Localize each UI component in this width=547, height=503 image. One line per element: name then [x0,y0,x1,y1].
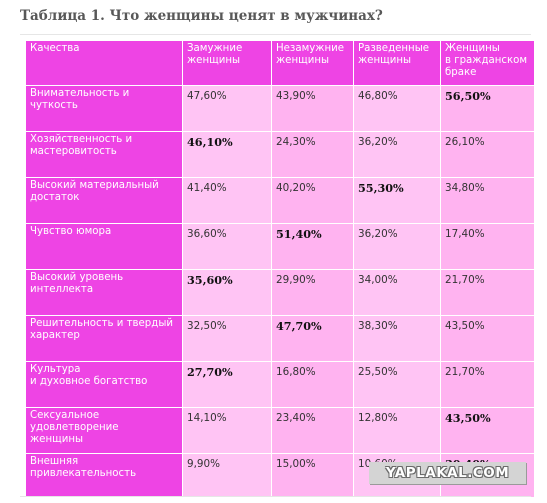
header-label: Незамужние женщины [276,43,345,66]
highlighted-percentage-cell: 43,50% [440,407,535,454]
percentage-cell: 32,50% [182,315,272,362]
percentage-cell: 23,40% [271,407,354,454]
preferences-table: Качества Замужние женщины Незамужние женщи… [25,40,535,498]
table-row: Высокий материальный достаток 41,40% 40,20… [25,177,535,224]
percentage-cell: 12,80% [353,407,441,454]
header-row: Качества Замужние женщины Незамужние женщи… [25,40,535,86]
quality-label: Сексуальное удовлетворение женщины [25,407,183,454]
table-body: Внимательность и чуткость 47,60% 43,90% 46,… [25,85,535,498]
percentage-cell: 21,70% [440,361,535,408]
percentage-cell: 40,20% [271,177,354,224]
table-row: Внимательность и чуткость 47,60% 43,90% 46,… [25,85,535,132]
percentage-cell: 43,90% [271,85,354,132]
header-label: Разведенные женщины [358,43,430,66]
percentage-cell: 21,70% [440,269,535,316]
table-header: Качества Замужние женщины Незамужние женщи… [25,40,535,86]
quality-label: Чувство юмора [25,223,183,270]
header-cell: Разведенные женщины [353,40,441,86]
header-cell: Замужние женщины [182,40,272,86]
percentage-cell: 34,80% [440,177,535,224]
percentage-cell: 17,40% [440,223,535,270]
highlighted-percentage-cell: 51,40% [271,223,354,270]
percentage-cell: 9,90% [182,453,272,498]
percentage-cell: 36,20% [353,223,441,270]
table-row: Высокий уровень интеллекта 35,60% 29,90% 34… [25,269,535,316]
bottom-divider [20,496,531,497]
percentage-cell: 36,20% [353,131,441,178]
table-row: Культура и духовное богатство 27,70% 16,80… [25,361,535,408]
percentage-cell: 47,60% [182,85,272,132]
table-row: Решительность и твердый характер 32,50% 47… [25,315,535,362]
percentage-cell: 25,50% [353,361,441,408]
table-row: Хозяйственность и мастеровитость 46,10% 24… [25,131,535,178]
percentage-cell: 15,00% [271,453,354,498]
header-cell: Женщины в гражданском браке [440,40,535,86]
quality-label: Внешняя привлекательность [25,453,183,498]
highlighted-percentage-cell: 46,10% [182,131,272,178]
quality-label: Внимательность и чуткость [25,85,183,132]
percentage-cell: 26,10% [440,131,535,178]
percentage-cell: 36,60% [182,223,272,270]
top-divider [20,34,531,35]
highlighted-percentage-cell: 35,60% [182,269,272,316]
site-watermark: YAPLAKAL.COM [369,462,526,484]
percentage-cell: 38,30% [353,315,441,362]
quality-label: Культура и духовное богатство [25,361,183,408]
highlighted-percentage-cell: 27,70% [182,361,272,408]
percentage-cell: 14,10% [182,407,272,454]
header-cell: Незамужние женщины [271,40,354,86]
header-label: Женщины в гражданском браке [445,43,528,78]
quality-label: Хозяйственность и мастеровитость [25,131,183,178]
highlighted-percentage-cell: 56,50% [440,85,535,132]
header-label: Замужние женщины [187,43,243,66]
percentage-cell: 43,50% [440,315,535,362]
table-row: Сексуальное удовлетворение женщины 14,10%… [25,407,535,454]
header-cell: Качества [25,40,183,86]
highlighted-percentage-cell: 47,70% [271,315,354,362]
percentage-cell: 46,80% [353,85,441,132]
header-label: Качества [30,43,80,54]
quality-label: Высокий материальный достаток [25,177,183,224]
percentage-cell: 16,80% [271,361,354,408]
quality-label: Решительность и твердый характер [25,315,183,362]
table-row: Чувство юмора 36,60% 51,40% 36,20% 17,40% [25,223,535,270]
highlighted-percentage-cell: 55,30% [353,177,441,224]
percentage-cell: 24,30% [271,131,354,178]
percentage-cell: 29,90% [271,269,354,316]
percentage-cell: 34,00% [353,269,441,316]
table-title: Таблица 1. Что женщины ценят в мужчинах? [20,8,383,24]
percentage-cell: 41,40% [182,177,272,224]
quality-label: Высокий уровень интеллекта [25,269,183,316]
